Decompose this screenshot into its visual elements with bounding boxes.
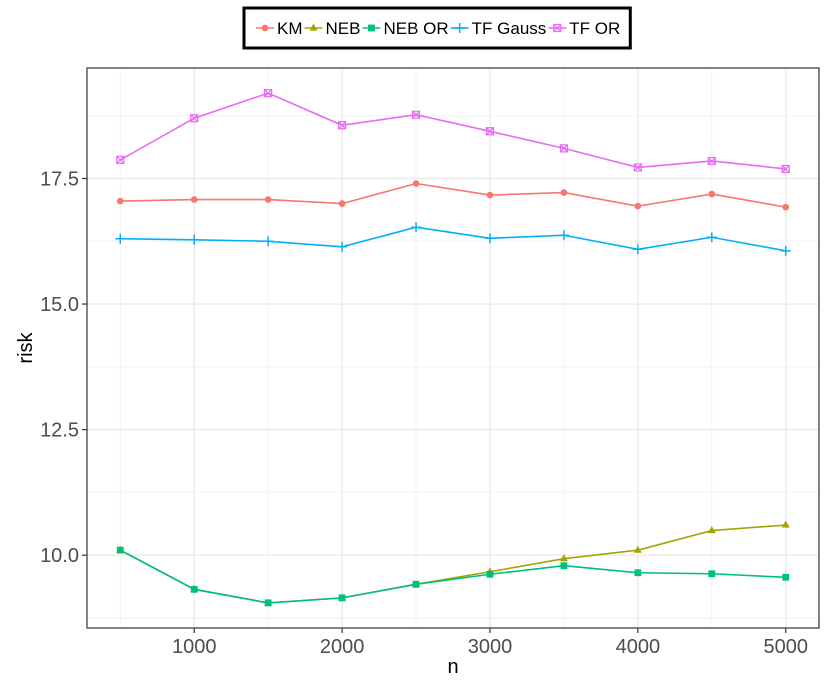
legend-item-neb: NEB xyxy=(304,19,361,38)
major-gridlines xyxy=(87,68,819,628)
data-point-tf-or xyxy=(411,110,421,119)
data-point-tf-or xyxy=(337,121,347,130)
data-point-neb xyxy=(633,545,642,553)
data-point-neb xyxy=(781,520,790,528)
legend: KM NEB NEB OR TF Gauss TF OR xyxy=(242,6,632,50)
data-point-tf-or xyxy=(116,155,125,165)
data-point-tf-gauss xyxy=(632,244,643,255)
x-axis-title: n xyxy=(447,656,458,678)
legend-key-marker xyxy=(368,24,375,32)
data-point-tf-gauss xyxy=(411,222,422,233)
data-point-tf-gauss xyxy=(558,230,569,241)
data-point-km xyxy=(190,196,198,203)
series-km xyxy=(116,180,790,211)
data-point-km xyxy=(634,202,642,210)
legend-label-km: KM xyxy=(277,19,303,38)
series-tf-gauss xyxy=(115,222,791,256)
y-tick-label: 10.0 xyxy=(40,545,79,567)
legend-key-marker xyxy=(261,24,269,32)
data-point-neb-or xyxy=(264,599,272,607)
data-point-neb-or xyxy=(634,569,642,577)
data-point-neb-or xyxy=(560,562,568,570)
legend-item-km: KM xyxy=(256,19,303,38)
x-tick-label: 4000 xyxy=(616,636,661,658)
data-point-km xyxy=(708,190,716,198)
y-tick-label: 17.5 xyxy=(40,168,79,190)
data-point-tf-gauss xyxy=(189,234,200,245)
y-tick-label: 12.5 xyxy=(40,420,79,442)
data-point-tf-gauss xyxy=(780,245,791,256)
data-point-neb-or xyxy=(338,594,346,602)
data-point-km xyxy=(486,191,494,199)
data-point-neb-or xyxy=(116,546,124,554)
legend-label-neb-or: NEB OR xyxy=(383,19,448,38)
plot-panel-border xyxy=(86,67,820,629)
data-point-tf-gauss xyxy=(263,236,274,247)
legend-key-marker xyxy=(553,23,562,33)
data-point-neb-or xyxy=(708,570,716,578)
series-tf-or xyxy=(116,89,790,174)
data-point-tf-or xyxy=(633,163,642,172)
legend-key-marker xyxy=(309,23,318,31)
data-point-neb-or xyxy=(782,573,790,581)
x-tick-label: 5000 xyxy=(763,636,808,658)
data-point-km xyxy=(338,200,346,207)
legend-item-tf-or: TF OR xyxy=(548,19,620,38)
x-tick-label: 3000 xyxy=(468,636,513,658)
axis-ticks xyxy=(82,177,787,633)
data-point-neb-or xyxy=(190,585,198,593)
legend-label-tf-or: TF OR xyxy=(569,19,620,38)
data-point-tf-or xyxy=(559,144,569,153)
legend-key-marker xyxy=(454,23,465,33)
legend-label-neb: NEB xyxy=(326,19,361,38)
data-point-neb-or xyxy=(486,570,494,578)
data-point-km xyxy=(560,189,568,196)
series-line-tf-or xyxy=(119,92,786,170)
data-point-tf-gauss xyxy=(484,233,495,244)
data-point-tf-gauss xyxy=(706,232,717,243)
minor-gridlines xyxy=(87,68,819,628)
legend-item-neb-or: NEB OR xyxy=(362,19,449,38)
series-line-km xyxy=(120,182,786,208)
data-point-tf-gauss xyxy=(337,241,348,252)
data-point-tf-or xyxy=(485,127,495,136)
data-point-tf-or xyxy=(264,89,273,98)
data-point-tf-gauss xyxy=(115,233,126,244)
data-point-km xyxy=(412,180,420,187)
series-neb-or xyxy=(116,546,790,607)
data-point-km xyxy=(116,197,124,205)
data-point-neb xyxy=(559,554,568,562)
y-tick-label: 15.0 xyxy=(40,294,79,316)
series-line-neb-or xyxy=(119,549,786,604)
series-line-tf-gauss xyxy=(120,226,786,252)
legend-item-tf-gauss: TF Gauss xyxy=(450,19,547,38)
data-point-tf-or xyxy=(707,156,716,166)
tick-labels: 1000 2000 3000 4000 5000 10.0 12.5 15.0 17.5 xyxy=(40,168,808,658)
data-point-tf-or xyxy=(781,164,790,174)
y-axis-title: risk xyxy=(15,331,37,363)
series-line-neb xyxy=(119,524,786,604)
data-point-tf-or xyxy=(190,114,199,123)
data-point-km xyxy=(782,203,790,211)
data-point-neb xyxy=(707,526,716,534)
x-tick-label: 1000 xyxy=(172,636,217,658)
data-point-km xyxy=(264,196,272,203)
x-tick-label: 2000 xyxy=(320,636,365,658)
legend-label-tf-gauss: TF Gauss xyxy=(472,19,547,38)
series-layer xyxy=(115,89,791,607)
data-point-neb-or xyxy=(412,580,420,588)
